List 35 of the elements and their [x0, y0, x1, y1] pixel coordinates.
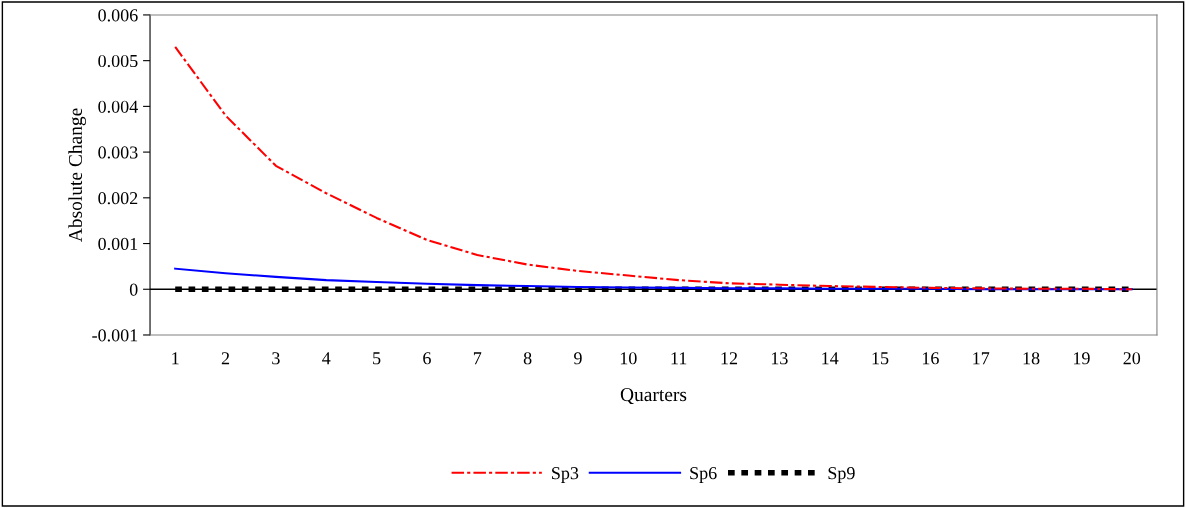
legend-label: Sp9 — [828, 467, 855, 483]
x-tick-label: 6 — [423, 352, 431, 365]
x-tick-label: 3 — [272, 352, 280, 365]
y-tick-label: 0.005 — [98, 54, 138, 68]
legend-label: Sp6 — [690, 467, 717, 483]
x-tick-label: 18 — [1023, 352, 1040, 365]
x-tick-label: 10 — [620, 352, 637, 365]
y-tick-label: 0 — [129, 283, 138, 296]
x-tick-label: 4 — [322, 352, 331, 365]
x-tick-label: 15 — [872, 352, 889, 365]
x-tick-label: 12 — [721, 352, 738, 365]
y-tick-label: 0.001 — [98, 237, 138, 251]
x-tick-label: 7 — [473, 352, 482, 365]
y-tick-label: 0.002 — [98, 192, 138, 205]
line-series — [174, 267, 1133, 291]
x-tick-label: 20 — [1123, 352, 1141, 365]
x-tick-label: 9 — [574, 352, 582, 365]
y-tick-label: 0.003 — [98, 146, 138, 159]
x-tick-label: 8 — [523, 352, 532, 365]
x-tick-label: 11 — [671, 352, 687, 365]
y-tick-label: -0.001 — [92, 329, 138, 342]
x-tick-label: 17 — [973, 352, 990, 365]
x-tick-label: 13 — [771, 352, 788, 365]
y-tick-label: 0.004 — [98, 100, 138, 113]
x-axis-title: Quarters — [620, 388, 687, 405]
legend-label: Sp3 — [552, 467, 579, 483]
x-tick-label: 2 — [221, 352, 230, 365]
y-tick-label: 0.006 — [98, 9, 138, 22]
x-tick-label: 1 — [172, 352, 179, 365]
line-series — [174, 45, 1133, 291]
x-tick-label: 14 — [822, 352, 839, 365]
x-tick-label: 5 — [373, 352, 381, 365]
x-tick-label: 16 — [922, 352, 939, 365]
x-tick-label: 19 — [1073, 352, 1090, 365]
y-axis-title: Absolute Change — [68, 108, 87, 242]
